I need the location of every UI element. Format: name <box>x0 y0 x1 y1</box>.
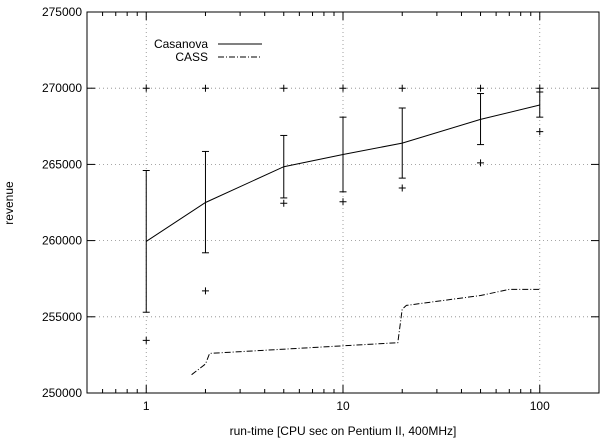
extreme-marker <box>477 84 485 92</box>
extreme-marker <box>339 84 347 92</box>
legend-label-casanova: Casanova <box>154 37 208 51</box>
extreme-marker <box>142 336 150 344</box>
legend: Casanova CASS <box>154 37 262 64</box>
series <box>142 84 544 376</box>
x-tick-label: 10 <box>336 399 350 413</box>
extreme-marker <box>398 84 406 92</box>
y-tick-label: 270000 <box>42 81 82 95</box>
series-line-cass <box>191 288 540 376</box>
extreme-marker <box>536 84 544 92</box>
extreme-marker <box>280 199 288 207</box>
extreme-marker <box>280 84 288 92</box>
y-tick-label: 275000 <box>42 5 82 19</box>
extreme-marker <box>536 128 544 136</box>
extreme-marker <box>398 184 406 192</box>
y-tick-label: 260000 <box>42 234 82 248</box>
x-tick-label: 1 <box>143 399 150 413</box>
y-axis-label: revenue <box>2 181 16 225</box>
extreme-marker <box>477 159 485 167</box>
legend-label-cass: CASS <box>175 50 208 64</box>
x-tick-label: 100 <box>530 399 550 413</box>
extreme-marker <box>201 287 209 295</box>
extreme-marker <box>142 84 150 92</box>
x-axis-label: run-time [CPU sec on Pentium II, 400MHz] <box>230 424 457 438</box>
extreme-marker <box>201 84 209 92</box>
y-tick-label: 265000 <box>42 157 82 171</box>
y-tick-label: 255000 <box>42 310 82 324</box>
ticks: 250000 255000 260000 265000 270000 275000 1 10 1… <box>42 5 599 413</box>
extreme-marker <box>339 198 347 206</box>
y-tick-label: 250000 <box>42 386 82 400</box>
